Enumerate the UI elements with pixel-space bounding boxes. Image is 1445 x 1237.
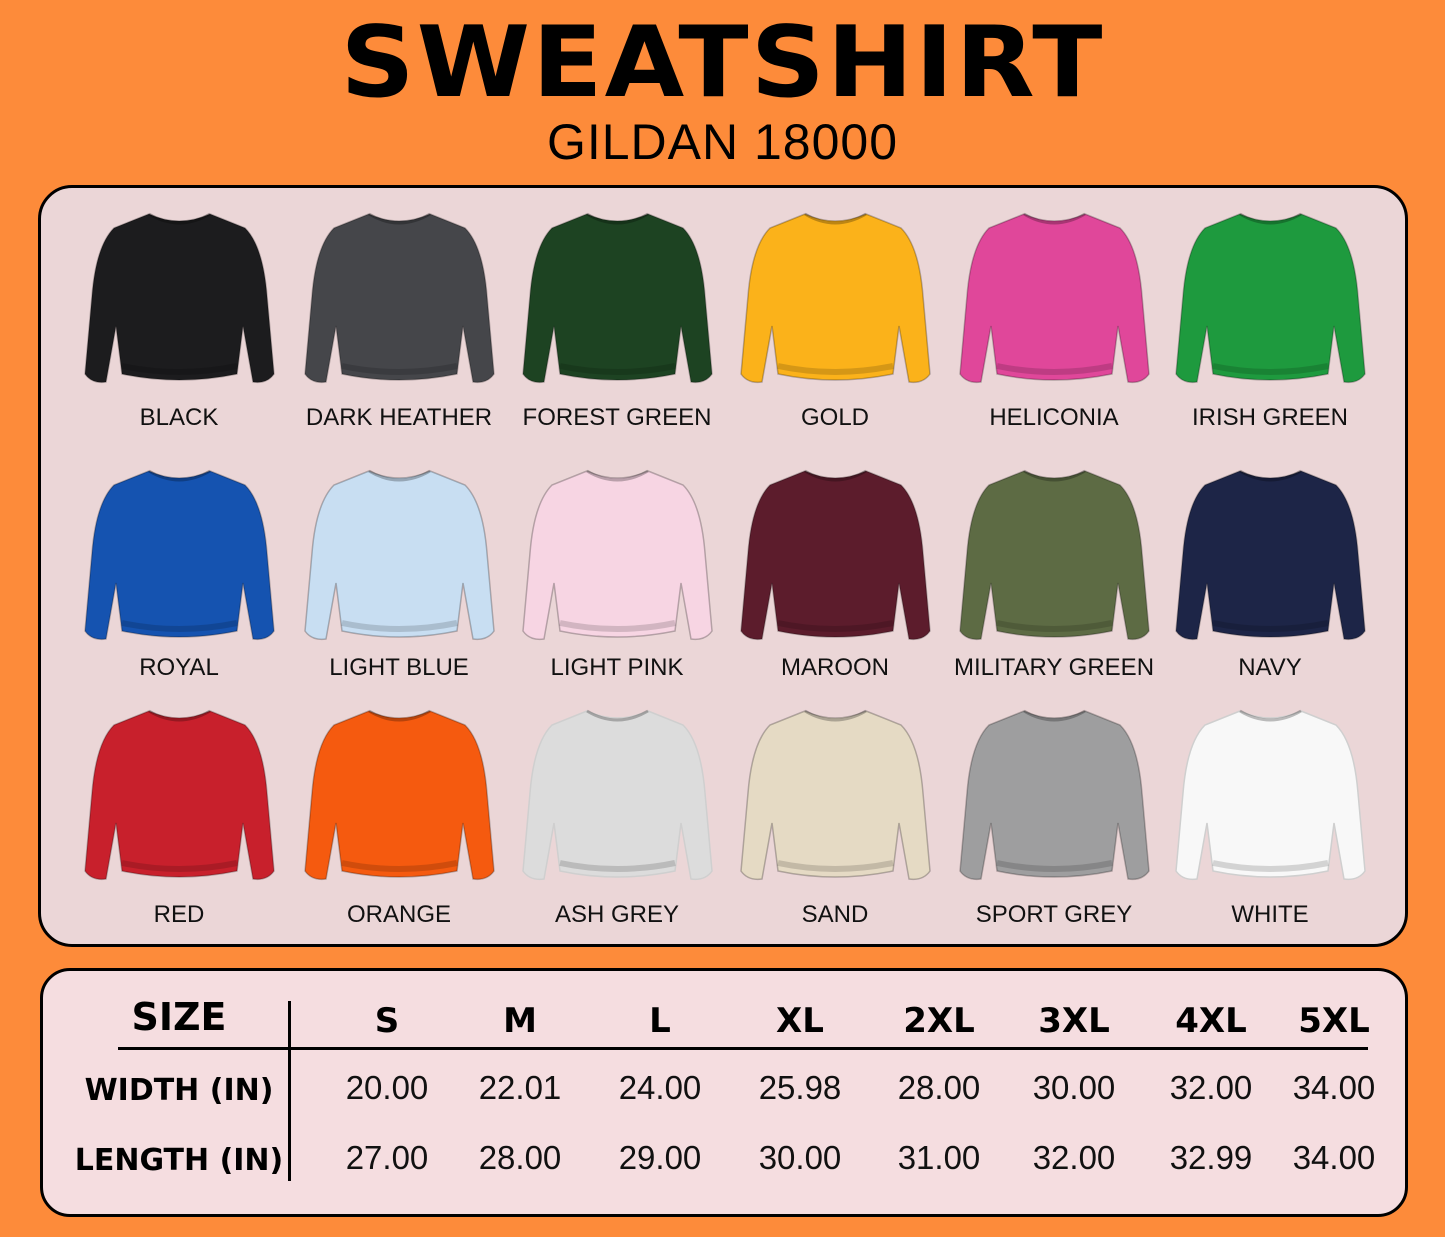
color-swatch-sand: SAND <box>726 703 944 929</box>
color-swatch-panel: BLACK DARK HEATHER FOREST GREEN GOLD HEL… <box>38 185 1408 947</box>
color-swatch-heliconia: HELICONIA <box>945 206 1163 432</box>
size-column-header: L <box>649 1001 671 1041</box>
color-swatch-royal: ROYAL <box>70 463 288 682</box>
color-swatch-forest-green: FOREST GREEN <box>508 206 726 432</box>
sweatshirt-icon <box>958 212 1150 384</box>
color-swatch-red: RED <box>70 703 288 929</box>
color-swatch-light-blue: LIGHT BLUE <box>290 463 508 682</box>
color-label: HELICONIA <box>989 404 1119 431</box>
color-swatch-light-pink: LIGHT PINK <box>508 463 726 682</box>
color-swatch-gold: GOLD <box>726 206 944 432</box>
sweatshirt-icon <box>521 469 713 641</box>
size-value-cell: 28.00 <box>897 1069 981 1106</box>
color-label: WHITE <box>1231 901 1309 928</box>
color-label: LIGHT PINK <box>550 654 684 681</box>
sweatshirt-icon <box>83 469 275 641</box>
sweatshirt-icon <box>739 212 931 384</box>
sweatshirt-icon <box>958 709 1150 881</box>
sweatshirt-icon <box>1174 469 1366 641</box>
color-label: GOLD <box>800 404 869 431</box>
size-value-cell: 20.00 <box>345 1069 429 1106</box>
sweatshirt-icon <box>739 709 931 881</box>
size-value-cell: 30.00 <box>758 1139 842 1176</box>
size-value-cell: 32.00 <box>1032 1139 1116 1176</box>
sweatshirt-icon <box>303 212 495 384</box>
size-header: SIZE <box>131 995 227 1039</box>
color-label: SAND <box>801 901 869 928</box>
size-value-cell: 25.98 <box>758 1069 842 1106</box>
size-value-cell: 34.00 <box>1292 1139 1376 1176</box>
sweatshirt-icon <box>958 469 1150 641</box>
color-swatch-military-green: MILITARY GREEN <box>945 463 1163 682</box>
size-value-cell: 34.00 <box>1292 1069 1376 1106</box>
color-label: DARK HEATHER <box>305 404 493 431</box>
size-column-header: XL <box>776 1001 824 1041</box>
color-swatch-maroon: MAROON <box>726 463 944 682</box>
color-swatch-ash-grey: ASH GREY <box>508 703 726 929</box>
sweatshirt-icon <box>303 469 495 641</box>
size-column-header: 4XL <box>1175 1001 1247 1041</box>
page-subtitle: GILDAN 18000 <box>546 114 899 170</box>
size-value-cell: 22.01 <box>478 1069 562 1106</box>
table-divider-horizontal <box>118 1047 1368 1050</box>
color-swatch-dark-heather: DARK HEATHER <box>290 206 508 432</box>
size-column-header: 3XL <box>1038 1001 1110 1041</box>
size-chart: SIZE S M L XL 2XL 3XL 4XL 5XL WIDTH (IN) 20.00 22.… <box>40 968 1408 1217</box>
row-label: WIDTH (IN) <box>84 1073 274 1108</box>
size-value-cell: 30.00 <box>1032 1069 1116 1106</box>
sweatshirt-icon <box>1174 212 1366 384</box>
size-value-cell: 32.99 <box>1169 1139 1253 1176</box>
page-title: SWEATSHIRT <box>340 6 1105 120</box>
size-value-cell: 24.00 <box>618 1069 702 1106</box>
sweatshirt-icon <box>83 212 275 384</box>
size-column-header: M <box>503 1001 537 1041</box>
color-swatch-navy: NAVY <box>1161 463 1379 682</box>
size-value-cell: 28.00 <box>478 1139 562 1176</box>
size-column-header: S <box>374 1001 400 1041</box>
color-label: IRISH GREEN <box>1191 404 1349 431</box>
color-swatch-orange: ORANGE <box>290 703 508 929</box>
color-label: MILITARY GREEN <box>953 654 1155 681</box>
size-value-cell: 29.00 <box>618 1139 702 1176</box>
color-label: LIGHT BLUE <box>329 654 469 681</box>
color-label: ROYAL <box>139 654 219 681</box>
table-divider-vertical <box>288 1001 291 1181</box>
color-swatch-sport-grey: SPORT GREY <box>945 703 1163 929</box>
color-label: NAVY <box>1238 654 1302 681</box>
sweatshirt-icon <box>303 709 495 881</box>
color-swatch-white: WHITE <box>1161 703 1379 929</box>
sweatshirt-icon <box>83 709 275 881</box>
sweatshirt-icon <box>521 212 713 384</box>
size-value-cell: 27.00 <box>345 1139 429 1176</box>
color-swatch-black: BLACK <box>70 206 288 432</box>
sweatshirt-icon <box>1174 709 1366 881</box>
row-label: LENGTH (IN) <box>74 1143 284 1178</box>
size-column-header: 5XL <box>1298 1001 1370 1041</box>
sweatshirt-icon <box>739 469 931 641</box>
color-label: MAROON <box>781 654 889 681</box>
sweatshirt-icon <box>521 709 713 881</box>
color-label: BLACK <box>139 404 219 431</box>
size-value-cell: 32.00 <box>1169 1069 1253 1106</box>
size-column-header: 2XL <box>903 1001 975 1041</box>
color-label: RED <box>153 901 205 928</box>
color-label: ORANGE <box>346 901 451 928</box>
color-label: FOREST GREEN <box>522 404 712 431</box>
color-label: SPORT GREY <box>975 901 1133 928</box>
color-swatch-irish-green: IRISH GREEN <box>1161 206 1379 432</box>
color-label: ASH GREY <box>554 901 680 928</box>
size-value-cell: 31.00 <box>897 1139 981 1176</box>
